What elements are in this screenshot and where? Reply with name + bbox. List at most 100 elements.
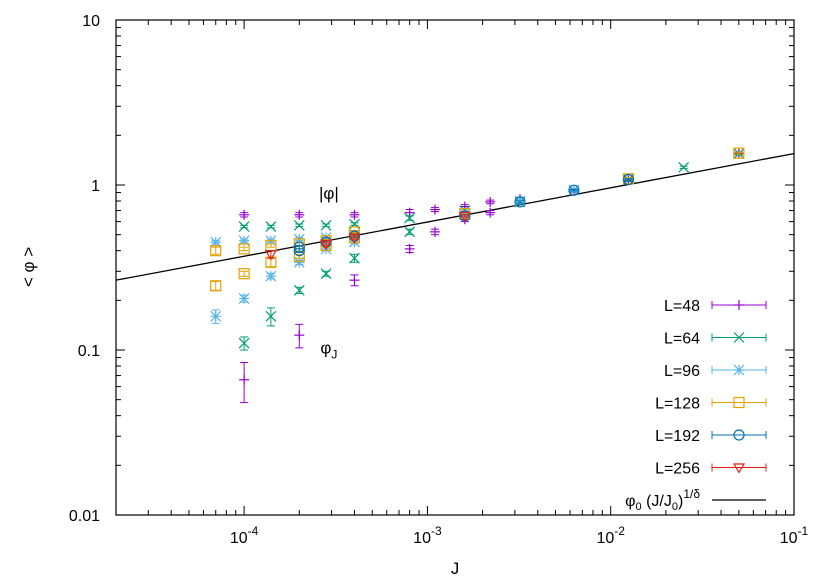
legend-label: L=192 — [655, 428, 700, 445]
point-marker — [348, 233, 361, 244]
x-tick-label: 10-2 — [596, 524, 625, 547]
data-point-cross — [238, 221, 250, 232]
point-marker — [349, 275, 360, 286]
data-point-plus — [429, 226, 440, 237]
point-marker — [320, 219, 332, 231]
data-point-cross — [265, 307, 277, 327]
point-marker — [622, 173, 635, 186]
data-point-cross — [349, 218, 360, 230]
marker-circle — [622, 173, 635, 186]
marker-triangle — [348, 233, 361, 244]
x-tick-label-mantissa: 10 — [780, 530, 798, 547]
marker-stroke — [320, 268, 332, 280]
data-point-cross — [320, 268, 332, 280]
point-marker — [293, 284, 305, 296]
x-tick-label-mantissa: 10 — [596, 530, 614, 547]
point-marker — [238, 268, 250, 280]
point-marker — [294, 209, 305, 220]
marker-stroke — [238, 221, 250, 232]
legend-entry: L=48 — [664, 298, 767, 315]
data-point-cross — [293, 284, 305, 296]
legend-entry: L=96 — [664, 363, 767, 380]
legend-phi: φ — [625, 493, 635, 510]
marker-circle — [733, 429, 745, 441]
x-tick-label-exponent: -1 — [798, 524, 809, 538]
data-point-plus — [294, 323, 305, 349]
plot-frame — [115, 19, 795, 516]
data-point-cross — [404, 212, 416, 224]
data-point-circle — [293, 245, 305, 257]
legend-marker — [732, 463, 746, 474]
data-point-plus — [404, 243, 415, 254]
point-marker — [293, 219, 305, 231]
y-axis-title: < φ > — [19, 247, 38, 287]
marker-square — [238, 243, 250, 255]
annotation-abs-phi: |φ| — [319, 184, 339, 203]
marker-square — [733, 396, 745, 409]
legend-sup: 1/δ — [683, 487, 700, 501]
legend-marker — [734, 300, 744, 310]
legend-entry: L=128 — [655, 396, 767, 413]
point-marker — [293, 245, 305, 257]
point-marker — [265, 221, 277, 232]
annotation-phi-j-symbol: φ — [320, 339, 331, 358]
y-tick-label: 0.1 — [78, 343, 100, 360]
x-tick-label-mantissa: 10 — [413, 530, 431, 547]
point-marker — [429, 204, 440, 215]
data-point-triangle-down — [458, 211, 471, 223]
y-tick-label: 0.01 — [69, 508, 100, 525]
marker-triangle — [264, 250, 277, 261]
marker-stroke — [320, 219, 332, 231]
data-point-square — [238, 268, 250, 280]
x-axis-title: J — [451, 559, 460, 578]
fit-line-layer — [115, 152, 795, 281]
point-marker — [294, 330, 305, 341]
marker-triangle — [320, 239, 333, 251]
point-marker — [320, 239, 333, 251]
point-marker — [210, 280, 222, 292]
marker-circle — [348, 230, 361, 242]
point-marker — [349, 209, 360, 220]
marker-stroke — [210, 310, 222, 322]
data-point-square — [210, 245, 222, 257]
point-marker — [320, 236, 332, 248]
data-point-square — [238, 243, 250, 255]
legend-entry: φ0 (J/J0)1/δ — [625, 487, 766, 513]
data-point-cross — [238, 336, 250, 351]
point-marker — [239, 209, 250, 220]
data-point-star — [293, 256, 305, 268]
marker-square — [238, 268, 250, 280]
legend-marker — [733, 364, 745, 376]
data-point-plus — [429, 204, 440, 215]
annotation-phi-j: φJ — [320, 339, 337, 362]
legend-label: L=48 — [664, 298, 700, 315]
point-marker — [238, 221, 250, 232]
point-marker — [404, 212, 416, 224]
point-marker — [238, 337, 250, 349]
point-marker — [485, 207, 496, 218]
marker-stroke — [293, 284, 305, 296]
x-tick-label: 10-1 — [780, 524, 809, 547]
data-point-square — [733, 147, 745, 159]
x-tick-label: 10-3 — [413, 524, 442, 547]
point-marker — [210, 310, 222, 322]
legend-label: L=96 — [664, 363, 700, 380]
legend-label: L=128 — [655, 396, 700, 413]
point-marker — [264, 250, 277, 261]
fit-line — [115, 152, 795, 281]
legend-label: L=256 — [655, 461, 700, 478]
legend-text: (J/J — [642, 493, 672, 510]
point-marker — [210, 245, 222, 257]
point-marker — [348, 230, 361, 242]
legend-sub: 0 — [672, 501, 678, 513]
data-point-circle — [514, 196, 526, 208]
marker-stroke — [349, 252, 360, 264]
marker-square — [210, 245, 222, 257]
marker-stroke — [678, 161, 690, 173]
x-tick-label-exponent: -2 — [614, 524, 625, 538]
point-marker — [404, 243, 415, 254]
data-point-star — [238, 293, 250, 304]
marker-circle — [568, 184, 580, 196]
y-tick-label: 10 — [82, 13, 100, 30]
